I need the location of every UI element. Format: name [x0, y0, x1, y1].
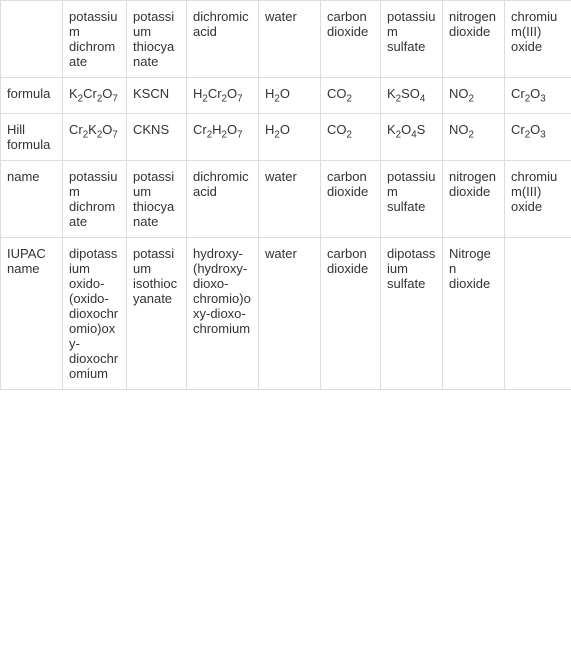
header-cell-empty	[1, 1, 63, 78]
row-label: Hill formula	[1, 113, 63, 160]
table-cell	[505, 237, 571, 389]
table-cell: CO2	[321, 78, 381, 114]
table-cell: dipotassium sulfate	[381, 237, 443, 389]
header-cell: carbon dioxide	[321, 1, 381, 78]
table-row: Hill formulaCr2K2O7CKNSCr2H2O7H2OCO2K2O4…	[1, 113, 571, 160]
table-cell: Cr2H2O7	[187, 113, 259, 160]
table-cell: KSCN	[127, 78, 187, 114]
table-cell: carbon dioxide	[321, 237, 381, 389]
header-cell: dichromic acid	[187, 1, 259, 78]
header-cell: potassium sulfate	[381, 1, 443, 78]
table-cell: potassium isothiocyanate	[127, 237, 187, 389]
table-cell: K2SO4	[381, 78, 443, 114]
table-cell: Cr2O3	[505, 78, 571, 114]
table-cell: Cr2K2O7	[63, 113, 127, 160]
row-label: IUPAC name	[1, 237, 63, 389]
header-cell: chromium(III) oxide	[505, 1, 571, 78]
chemical-properties-table: potassium dichromate potassium thiocyana…	[0, 0, 571, 390]
header-cell: potassium dichromate	[63, 1, 127, 78]
table-row: IUPAC namedipotassium oxido-(oxido-dioxo…	[1, 237, 571, 389]
table-cell: Nitrogen dioxide	[443, 237, 505, 389]
table-cell: carbon dioxide	[321, 160, 381, 237]
table-cell: dipotassium oxido-(oxido-dioxochromio)ox…	[63, 237, 127, 389]
table-cell: H2O	[259, 78, 321, 114]
table-cell: potassium sulfate	[381, 160, 443, 237]
table-cell: water	[259, 160, 321, 237]
table-cell: potassium thiocyanate	[127, 160, 187, 237]
header-cell: potassium thiocyanate	[127, 1, 187, 78]
table-cell: nitrogen dioxide	[443, 160, 505, 237]
table-cell: CO2	[321, 113, 381, 160]
table-cell: K2Cr2O7	[63, 78, 127, 114]
table-row: namepotassium dichromatepotassium thiocy…	[1, 160, 571, 237]
table-cell: dichromic acid	[187, 160, 259, 237]
table-cell: H2Cr2O7	[187, 78, 259, 114]
table-cell: CKNS	[127, 113, 187, 160]
table-cell: potassium dichromate	[63, 160, 127, 237]
table-cell: NO2	[443, 78, 505, 114]
table-cell: water	[259, 237, 321, 389]
header-cell: nitrogen dioxide	[443, 1, 505, 78]
table-cell: NO2	[443, 113, 505, 160]
header-cell: water	[259, 1, 321, 78]
table-cell: K2O4S	[381, 113, 443, 160]
table-cell: hydroxy-(hydroxy-dioxo-chromio)oxy-dioxo…	[187, 237, 259, 389]
table-cell: Cr2O3	[505, 113, 571, 160]
header-row: potassium dichromate potassium thiocyana…	[1, 1, 571, 78]
table-row: formulaK2Cr2O7KSCNH2Cr2O7H2OCO2K2SO4NO2C…	[1, 78, 571, 114]
table-cell: chromium(III) oxide	[505, 160, 571, 237]
table-cell: H2O	[259, 113, 321, 160]
row-label: formula	[1, 78, 63, 114]
row-label: name	[1, 160, 63, 237]
